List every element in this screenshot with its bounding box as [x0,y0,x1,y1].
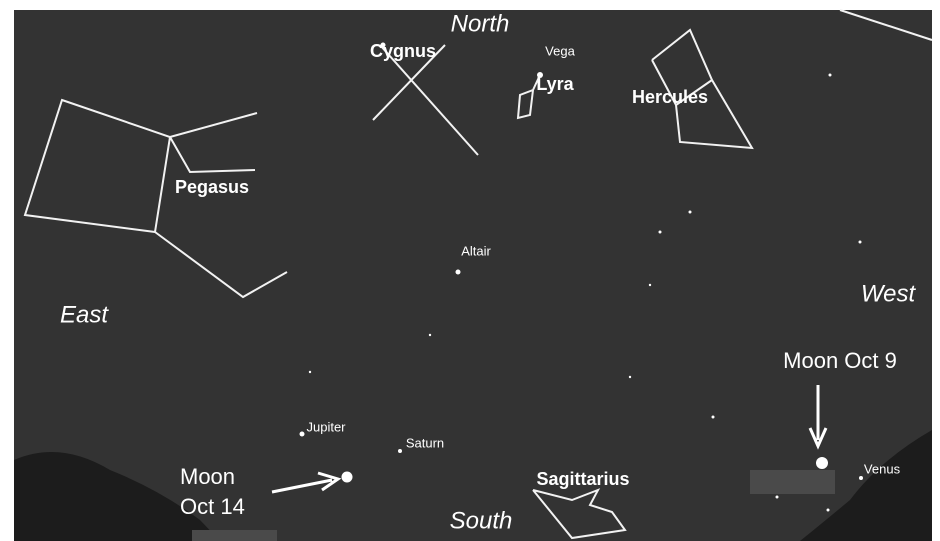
moon-label: Moon [180,464,235,489]
constellation-label: Cygnus [370,41,436,61]
constellation-label: Hercules [632,87,708,107]
direction-label: South [450,507,513,534]
direction-label: West [861,280,917,307]
star-label: Vega [545,43,575,58]
moon-oct-14 [342,472,353,483]
planet-label: Saturn [406,435,444,450]
sky-map: North South East West Cygnus Lyra Hercul… [0,0,940,541]
constellation-label: Lyra [536,74,574,94]
label-box [750,470,835,494]
direction-label: North [451,10,510,37]
moon-oct-9 [816,457,828,469]
planet-label: Venus [864,461,901,476]
label-box [192,530,277,541]
moon-label: Moon Oct 9 [783,348,897,373]
planet-label: Jupiter [306,419,346,434]
moon-label: Oct 14 [180,494,245,519]
sky [14,10,932,541]
star-label: Altair [461,243,491,258]
direction-label: East [60,301,109,328]
constellation-label: Pegasus [175,177,249,197]
constellation-label: Sagittarius [536,469,629,489]
